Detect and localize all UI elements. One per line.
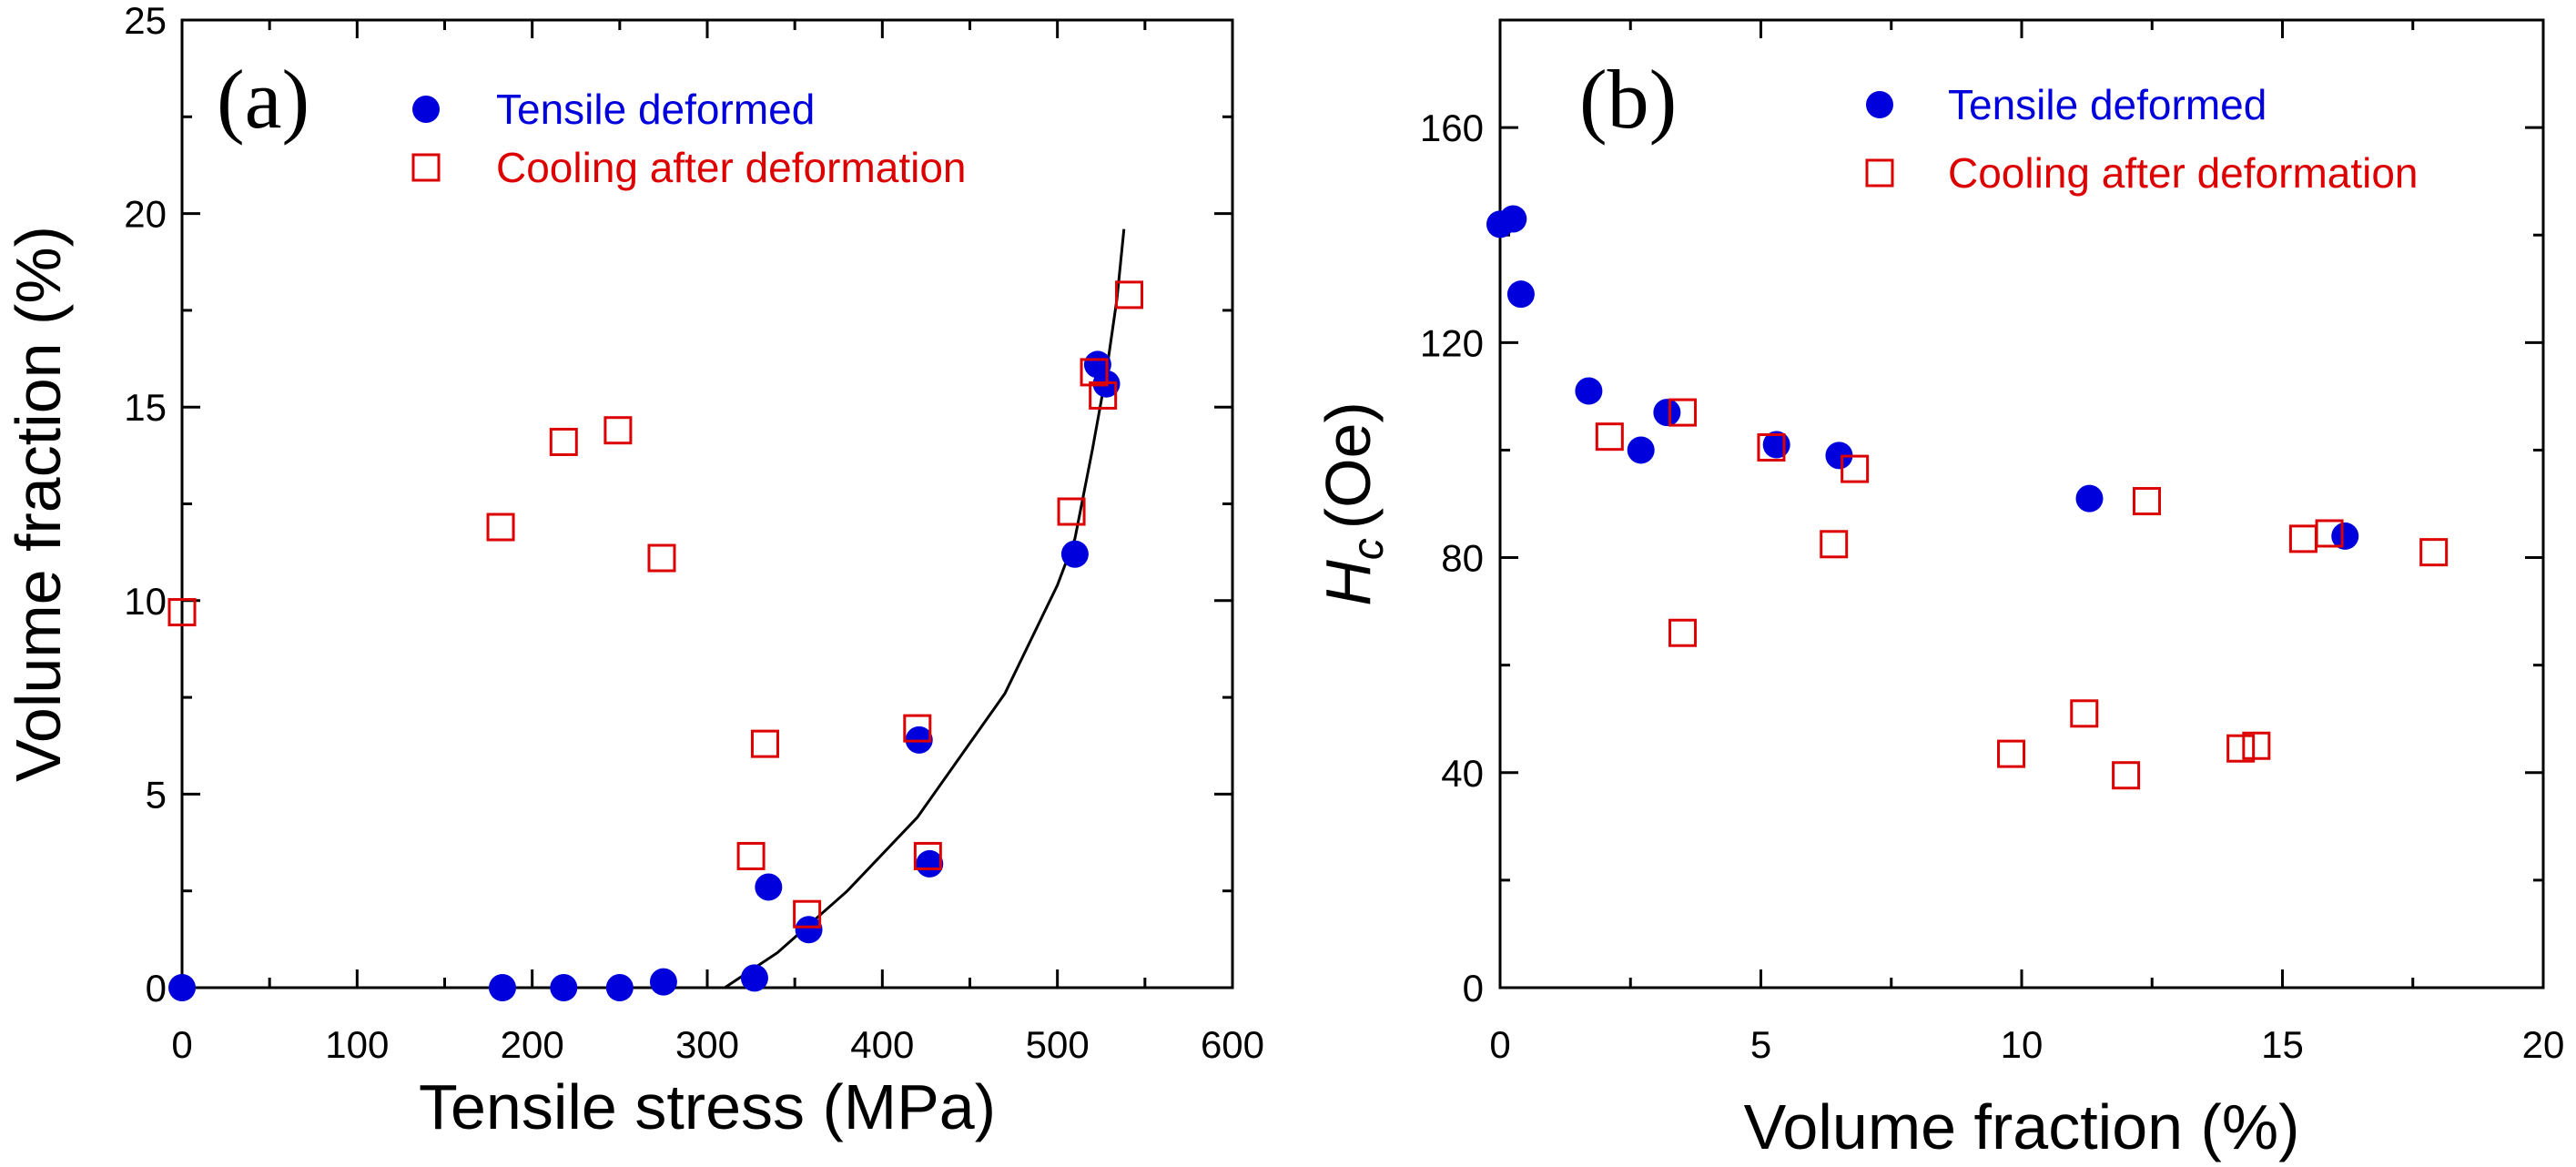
x-tick-label: 0 [171,1023,192,1066]
y-tick-label: 10 [124,580,167,623]
data-point-cooling [2070,699,2099,728]
data-point-cooling [1757,432,1786,462]
data-point-cooling [2133,487,2162,516]
x-tick-label: 300 [675,1023,739,1066]
data-point-cooling [1057,497,1086,526]
data-point-tensile [2075,484,2104,512]
data-point-cooling [603,416,633,445]
data-point-tensile [740,964,768,992]
fit-curve [724,228,1126,989]
data-point-cooling [1115,280,1144,310]
legend: Tensile deformed Cooling after deformatio… [411,86,967,191]
data-point-tensile [1575,377,1603,405]
x-tick-label: 15 [2261,1023,2304,1066]
x-tick-label: 20 [2522,1023,2565,1066]
legend-marker-cooling [411,153,441,182]
data-point-cooling [1668,398,1698,427]
y-tick-label: 80 [1441,537,1484,580]
data-point-tensile [488,974,516,1001]
x-tick-label: 100 [325,1023,389,1066]
data-point-cooling [750,729,779,758]
chart-panel-b: 0 5 10 15 20 0 40 80 120 160 Volume fraction (%) Hc… [1313,18,2565,1162]
data-point-cooling [2226,734,2256,763]
data-point-tensile [1653,399,1681,427]
data-point-tensile [916,849,944,878]
chart-panel-a: 0 100 200 300 400 500 600 0 5 10 15 20 25 Tensile str… [3,0,1264,1142]
y-axis-title: Hc(Oe) [1313,401,1393,606]
y-tick-label: 25 [124,0,167,42]
x-axis-title: Tensile stress (MPa) [419,1071,996,1142]
x-tick-label: 200 [501,1023,564,1066]
data-point-tensile [755,873,783,901]
data-point-cooling [486,512,515,542]
legend-label-tensile: Tensile deformed [496,86,815,133]
y-tick-label: 160 [1420,107,1484,149]
data-point-tensile [1506,280,1535,309]
data-point-cooling [2242,731,2271,760]
data-point-cooling [736,841,766,870]
legend-marker-cooling [1865,158,1894,188]
data-point-cooling [1595,422,1624,452]
x-tick-label: 500 [1026,1023,1090,1066]
y-axis-title: Volume fraction (%) [3,226,74,782]
y-tick-label: 120 [1420,321,1484,364]
data-point-cooling [2315,519,2344,548]
x-tick-label: 0 [1489,1023,1510,1066]
data-point-tensile [1627,436,1655,464]
x-tick-label: 400 [850,1023,914,1066]
data-point-cooling [1668,618,1698,647]
data-point-cooling [913,841,942,870]
data-point-cooling [167,598,197,627]
data-point-cooling [647,543,676,573]
y-tick-label: 15 [124,386,167,429]
legend: Tensile deformed Cooling after deformatio… [1865,81,2419,197]
plot-area [1486,205,2449,790]
x-tick-label: 10 [2001,1023,2044,1066]
data-point-tensile [1499,205,1527,233]
plot-area [167,228,1144,1001]
data-point-cooling [1820,530,1849,559]
x-tick-label: 5 [1750,1023,1771,1066]
data-point-tensile [168,974,196,1001]
x-axis-title: Volume fraction (%) [1744,1091,2300,1162]
legend-marker-tensile [1866,91,1893,118]
panel-label: (a) [217,53,309,146]
data-point-cooling [1080,358,1109,387]
data-point-cooling [793,899,822,929]
data-point-tensile [795,916,823,944]
y-tick-label: 40 [1441,752,1484,795]
data-point-cooling [1841,454,1870,483]
data-point-tensile [649,968,677,996]
y-tick-label: 20 [124,193,167,236]
y-tick-label: 0 [1463,967,1484,1010]
legend-label-cooling: Cooling after deformation [1948,149,2419,197]
data-point-tensile [605,974,634,1001]
panel-label: (b) [1579,53,1677,146]
data-point-tensile [1060,540,1089,568]
data-point-tensile [550,974,578,1001]
data-point-cooling [2419,538,2449,567]
legend-label-tensile: Tensile deformed [1948,81,2267,128]
legend-marker-tensile [412,96,440,123]
y-tick-label: 5 [146,773,167,816]
data-point-tensile [1825,441,1853,470]
data-point-cooling [1997,739,2026,768]
data-point-cooling [549,427,578,456]
y-tick-label: 0 [146,967,167,1010]
data-point-cooling [1089,381,1118,410]
data-point-cooling [903,714,932,743]
data-point-cooling [2288,524,2317,553]
x-tick-label: 600 [1201,1023,1264,1066]
legend-label-cooling: Cooling after deformation [496,144,967,191]
data-point-cooling [2112,761,2141,790]
data-point-tensile [2331,522,2359,550]
